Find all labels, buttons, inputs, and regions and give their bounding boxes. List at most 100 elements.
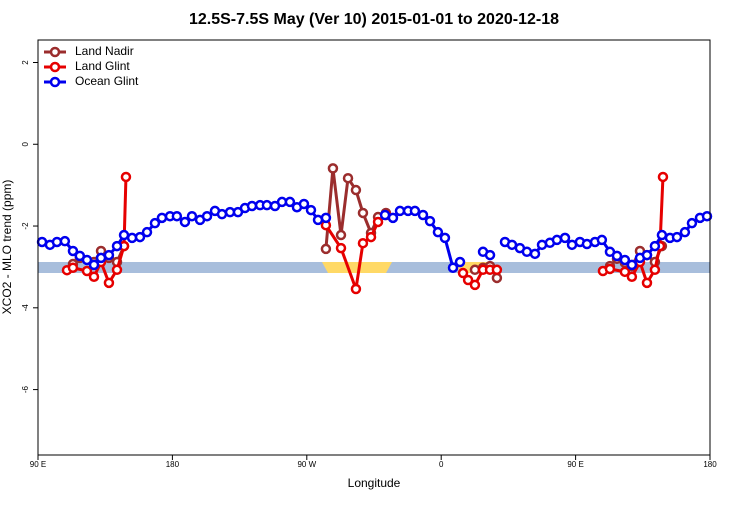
point bbox=[649, 240, 661, 252]
point bbox=[298, 198, 310, 210]
point bbox=[111, 240, 123, 252]
point bbox=[88, 271, 100, 282]
point bbox=[641, 249, 653, 261]
point bbox=[491, 264, 503, 276]
point bbox=[626, 271, 638, 282]
point bbox=[320, 243, 332, 255]
point bbox=[357, 207, 369, 219]
point bbox=[201, 210, 213, 222]
plot-area bbox=[36, 163, 713, 295]
legend-marker bbox=[49, 61, 61, 73]
point bbox=[447, 262, 459, 273]
y-tick-label: -4 bbox=[21, 304, 30, 312]
x-tick-label: 90 W bbox=[297, 460, 316, 469]
point bbox=[141, 226, 153, 238]
point bbox=[67, 245, 79, 257]
point bbox=[656, 229, 668, 241]
point bbox=[149, 217, 161, 229]
y-axis-label: XCO2 - MLO trend (ppm) bbox=[0, 180, 14, 315]
point bbox=[179, 216, 191, 228]
point bbox=[305, 204, 317, 216]
point bbox=[657, 171, 669, 183]
point bbox=[649, 264, 661, 276]
point bbox=[350, 184, 362, 196]
point bbox=[103, 277, 115, 289]
point bbox=[156, 212, 168, 224]
point bbox=[81, 254, 93, 266]
point bbox=[261, 199, 273, 211]
x-tick-label: 90 E bbox=[30, 460, 46, 469]
point bbox=[118, 229, 130, 241]
y-tick-label: 0 bbox=[21, 141, 30, 146]
y-tick-label: -2 bbox=[21, 222, 30, 230]
point bbox=[284, 196, 296, 208]
point bbox=[581, 238, 593, 250]
point bbox=[103, 249, 115, 261]
point bbox=[216, 208, 228, 220]
legend-marker bbox=[49, 76, 61, 88]
y-tick-label: -6 bbox=[21, 385, 30, 393]
point bbox=[469, 279, 481, 291]
point bbox=[611, 250, 623, 262]
point bbox=[439, 232, 451, 244]
point bbox=[171, 210, 183, 222]
point bbox=[120, 171, 132, 183]
point bbox=[394, 205, 406, 217]
point bbox=[679, 226, 691, 238]
point bbox=[387, 212, 399, 224]
point bbox=[551, 234, 563, 246]
point bbox=[671, 231, 683, 243]
point bbox=[335, 242, 347, 254]
point bbox=[529, 248, 541, 260]
point bbox=[484, 249, 496, 261]
point bbox=[432, 226, 444, 238]
point bbox=[619, 254, 631, 266]
land-patch bbox=[322, 262, 392, 273]
point bbox=[342, 172, 354, 184]
point bbox=[457, 267, 469, 279]
point bbox=[686, 217, 698, 229]
plot-frame bbox=[37, 39, 711, 456]
point bbox=[372, 216, 384, 228]
point bbox=[67, 262, 79, 273]
point bbox=[701, 210, 713, 222]
point bbox=[81, 265, 93, 277]
legend-label: Ocean Glint bbox=[75, 74, 139, 88]
point bbox=[619, 266, 631, 278]
point bbox=[320, 212, 332, 224]
point bbox=[186, 210, 198, 222]
legend-label: Land Nadir bbox=[75, 44, 134, 58]
y-tick-label: 2 bbox=[21, 60, 30, 65]
point bbox=[350, 283, 362, 295]
x-tick-label: 90 E bbox=[567, 460, 583, 469]
x-tick-label: 180 bbox=[703, 460, 717, 469]
point bbox=[409, 205, 421, 217]
point bbox=[604, 263, 616, 275]
point bbox=[462, 274, 474, 286]
point bbox=[357, 237, 369, 249]
point bbox=[559, 232, 571, 244]
x-tick-label: 180 bbox=[166, 460, 180, 469]
point bbox=[111, 264, 123, 276]
point bbox=[88, 259, 100, 271]
x-axis-label: Longitude bbox=[348, 476, 401, 490]
point bbox=[327, 163, 339, 174]
x-tick-label: 0 bbox=[439, 460, 444, 469]
point bbox=[417, 209, 429, 221]
point bbox=[365, 231, 377, 243]
point bbox=[246, 200, 258, 212]
point bbox=[596, 234, 608, 246]
point bbox=[424, 215, 436, 227]
legend-label: Land Glint bbox=[75, 59, 130, 73]
point bbox=[491, 272, 503, 284]
point bbox=[59, 235, 71, 247]
point bbox=[641, 277, 653, 289]
point bbox=[335, 229, 347, 241]
point bbox=[521, 246, 533, 258]
point bbox=[626, 259, 638, 271]
legend-marker bbox=[49, 46, 61, 58]
series-line bbox=[71, 168, 664, 279]
point bbox=[454, 256, 466, 268]
